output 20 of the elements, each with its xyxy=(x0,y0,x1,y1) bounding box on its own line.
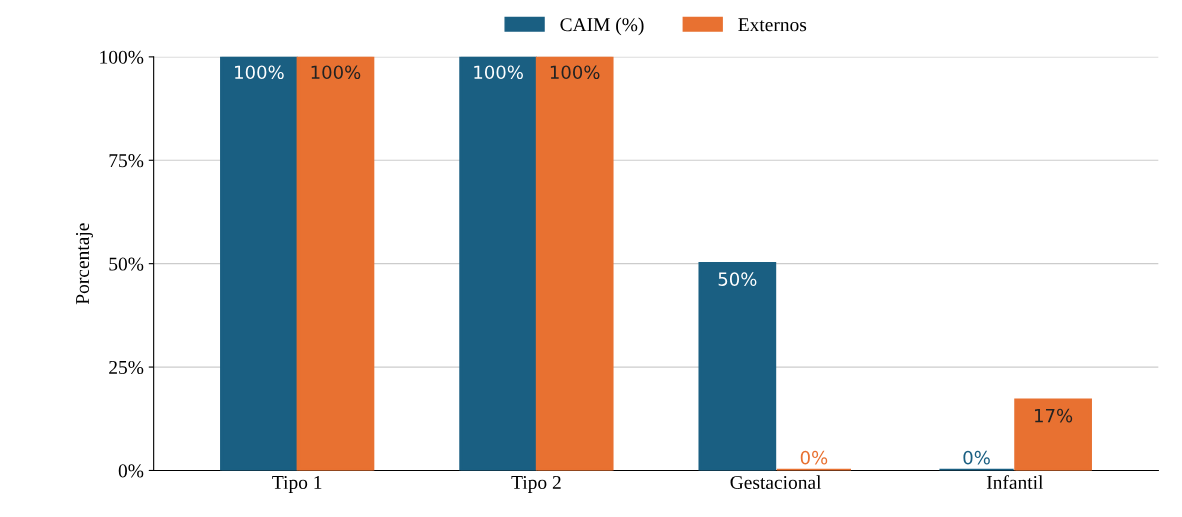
y-tick-label: 50% xyxy=(109,257,144,271)
data-label: 17% xyxy=(1035,408,1073,423)
x-tick-label: Infantil xyxy=(986,475,1044,490)
x-tick-label: Tipo 1 xyxy=(272,475,322,493)
y-tick-label: 0% xyxy=(118,464,144,478)
y-tick-label: 75% xyxy=(109,154,144,168)
x-tick-label: Tipo 2 xyxy=(511,475,561,493)
y-tick-label: 100% xyxy=(100,50,144,64)
data-label: 100% xyxy=(235,65,284,80)
data-label: 100% xyxy=(311,65,361,80)
legend-label: CAIM (%) xyxy=(560,17,644,36)
data-label: 100% xyxy=(550,65,600,80)
data-label: 100% xyxy=(474,65,523,80)
data-label: 50% xyxy=(718,272,757,286)
y-tick-label: 25% xyxy=(109,360,144,375)
data-label: 0% xyxy=(963,450,990,465)
y-axis-title: Porcentaje xyxy=(76,223,94,305)
data-label: 0% xyxy=(800,450,828,465)
x-tick-label: Gestacional xyxy=(730,475,822,490)
legend-label: Externos xyxy=(738,18,807,32)
